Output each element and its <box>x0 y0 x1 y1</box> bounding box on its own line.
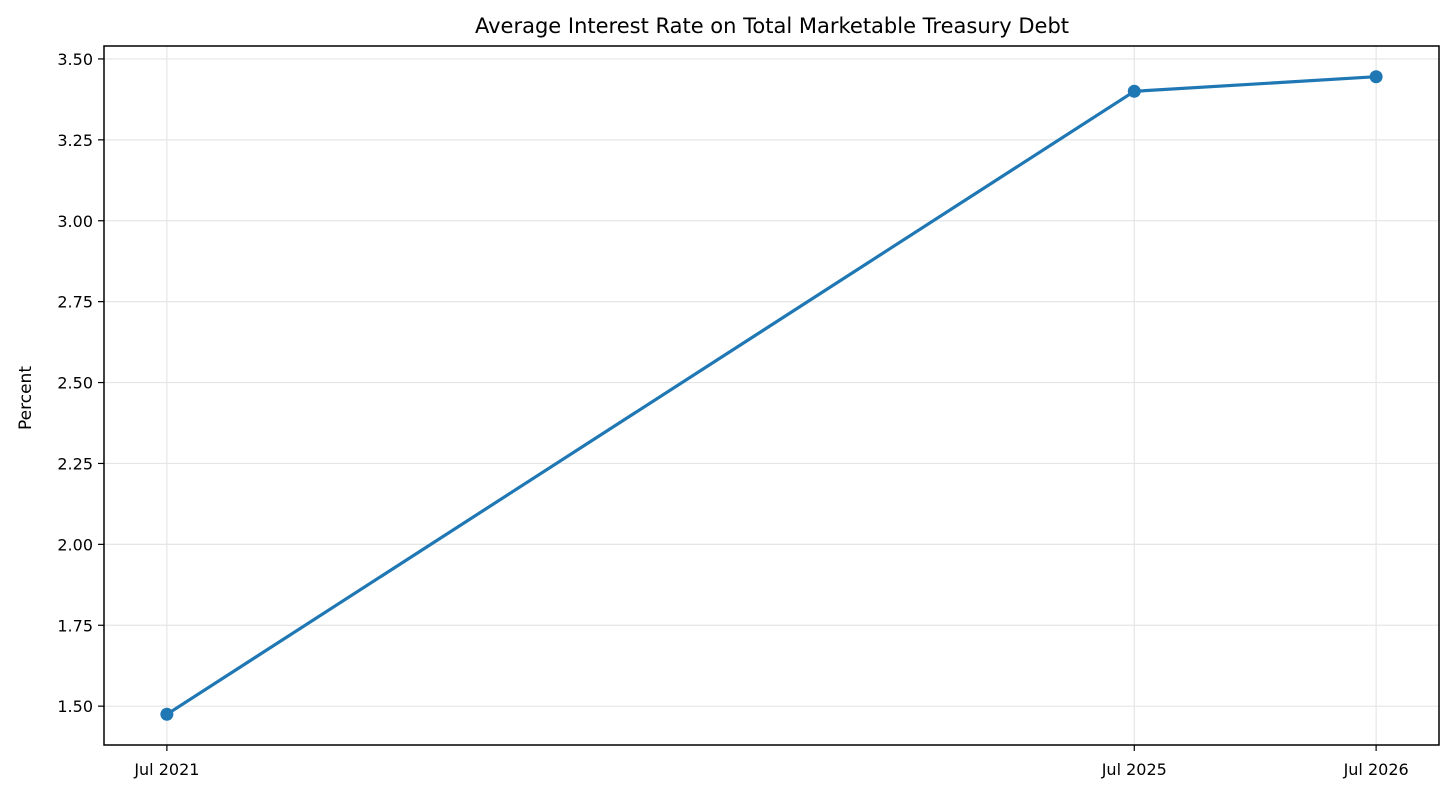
plot-frame <box>103 45 1440 746</box>
data-point <box>1369 70 1383 84</box>
grid-lines <box>104 46 1439 745</box>
y-tick-label: 3.50 <box>57 50 93 69</box>
data-point <box>1127 84 1141 98</box>
x-tick-label: Jul 2026 <box>1343 760 1409 779</box>
y-tick-label: 2.25 <box>57 454 93 473</box>
y-tick-label: 2.75 <box>57 293 93 312</box>
y-tick-label: 1.50 <box>57 697 93 716</box>
axes: 1.50 1.75 2.00 2.25 2.50 2.75 3.00 3.25 3.50 Jul … <box>57 45 1440 779</box>
y-tick-label: 3.25 <box>57 131 93 150</box>
series-line <box>165 75 1378 716</box>
x-tick-label: Jul 2021 <box>133 760 199 779</box>
series-layer <box>160 70 1383 721</box>
x-tick-label: Jul 2025 <box>1101 760 1167 779</box>
data-point <box>160 707 174 721</box>
y-tick-label: 3.00 <box>57 212 93 231</box>
y-tick-label: 2.00 <box>57 535 93 554</box>
y-tick-label: 1.75 <box>57 616 93 635</box>
y-tick-label: 2.50 <box>57 374 93 393</box>
y-axis-label: Percent <box>16 366 36 430</box>
chart-title: Average Interest Rate on Total Marketabl… <box>475 14 1069 38</box>
